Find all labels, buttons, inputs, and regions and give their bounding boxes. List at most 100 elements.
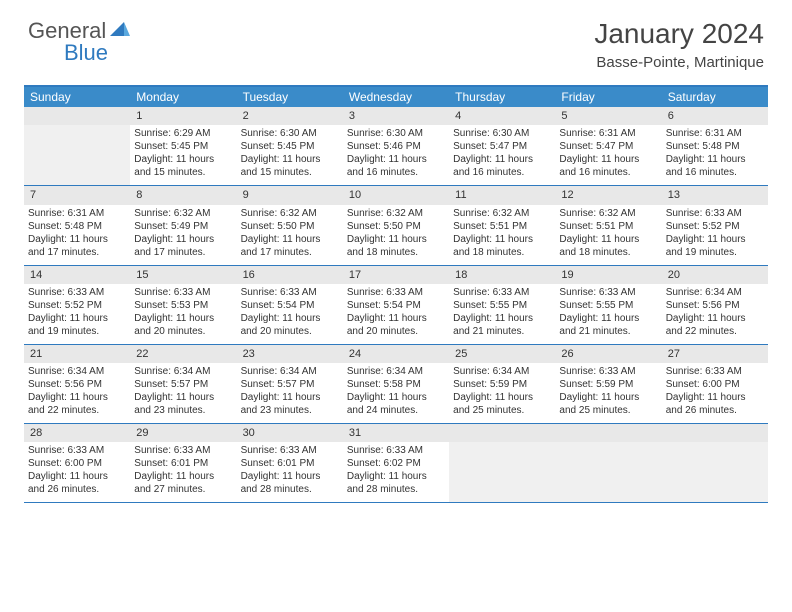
calendar-day-cell: 11Sunrise: 6:32 AMSunset: 5:51 PMDayligh… — [449, 186, 555, 264]
logo-text-blue: Blue — [64, 40, 108, 66]
empty-daynum — [662, 424, 768, 442]
day-number: 7 — [24, 186, 130, 204]
day-number: 27 — [662, 345, 768, 363]
sunrise-text: Sunrise: 6:34 AM — [666, 286, 764, 299]
calendar-day-cell: 1Sunrise: 6:29 AMSunset: 5:45 PMDaylight… — [130, 107, 236, 185]
daylight-text: Daylight: 11 hours and 22 minutes. — [28, 391, 126, 417]
daylight-text: Daylight: 11 hours and 21 minutes. — [453, 312, 551, 338]
day-number: 23 — [237, 345, 343, 363]
day-number: 31 — [343, 424, 449, 442]
calendar-day-header-row: SundayMondayTuesdayWednesdayThursdayFrid… — [24, 87, 768, 107]
sunrise-text: Sunrise: 6:33 AM — [666, 207, 764, 220]
logo-triangle-icon — [110, 20, 130, 43]
calendar-empty-cell — [662, 424, 768, 502]
calendar-day-cell: 27Sunrise: 6:33 AMSunset: 6:00 PMDayligh… — [662, 345, 768, 423]
sunset-text: Sunset: 5:59 PM — [453, 378, 551, 391]
day-number: 21 — [24, 345, 130, 363]
calendar-empty-cell — [555, 424, 661, 502]
daylight-text: Daylight: 11 hours and 20 minutes. — [134, 312, 232, 338]
calendar-day-cell: 17Sunrise: 6:33 AMSunset: 5:54 PMDayligh… — [343, 266, 449, 344]
daylight-text: Daylight: 11 hours and 15 minutes. — [134, 153, 232, 179]
sunset-text: Sunset: 5:45 PM — [134, 140, 232, 153]
daylight-text: Daylight: 11 hours and 22 minutes. — [666, 312, 764, 338]
sunrise-text: Sunrise: 6:31 AM — [559, 127, 657, 140]
sunset-text: Sunset: 5:50 PM — [241, 220, 339, 233]
sunrise-text: Sunrise: 6:33 AM — [134, 286, 232, 299]
empty-daynum — [24, 107, 130, 125]
sunrise-text: Sunrise: 6:30 AM — [241, 127, 339, 140]
calendar-day-cell: 15Sunrise: 6:33 AMSunset: 5:53 PMDayligh… — [130, 266, 236, 344]
day-number: 28 — [24, 424, 130, 442]
day-number: 1 — [130, 107, 236, 125]
daylight-text: Daylight: 11 hours and 19 minutes. — [666, 233, 764, 259]
sunset-text: Sunset: 6:01 PM — [134, 457, 232, 470]
day-number: 6 — [662, 107, 768, 125]
daylight-text: Daylight: 11 hours and 17 minutes. — [28, 233, 126, 259]
calendar-day-cell: 19Sunrise: 6:33 AMSunset: 5:55 PMDayligh… — [555, 266, 661, 344]
sunrise-text: Sunrise: 6:32 AM — [347, 207, 445, 220]
calendar-day-cell: 7Sunrise: 6:31 AMSunset: 5:48 PMDaylight… — [24, 186, 130, 264]
calendar-day-cell: 28Sunrise: 6:33 AMSunset: 6:00 PMDayligh… — [24, 424, 130, 502]
daylight-text: Daylight: 11 hours and 26 minutes. — [28, 470, 126, 496]
daylight-text: Daylight: 11 hours and 20 minutes. — [241, 312, 339, 338]
daylight-text: Daylight: 11 hours and 16 minutes. — [347, 153, 445, 179]
empty-daynum — [555, 424, 661, 442]
sunset-text: Sunset: 5:46 PM — [347, 140, 445, 153]
calendar-week-row: 28Sunrise: 6:33 AMSunset: 6:00 PMDayligh… — [24, 424, 768, 503]
sunrise-text: Sunrise: 6:34 AM — [347, 365, 445, 378]
page-header: General Blue January 2024 Basse-Pointe, … — [0, 0, 792, 79]
sunrise-text: Sunrise: 6:34 AM — [453, 365, 551, 378]
calendar-day-cell: 9Sunrise: 6:32 AMSunset: 5:50 PMDaylight… — [237, 186, 343, 264]
daylight-text: Daylight: 11 hours and 16 minutes. — [666, 153, 764, 179]
sunrise-text: Sunrise: 6:33 AM — [666, 365, 764, 378]
sunset-text: Sunset: 5:49 PM — [134, 220, 232, 233]
sunset-text: Sunset: 5:55 PM — [453, 299, 551, 312]
calendar-day-cell: 12Sunrise: 6:32 AMSunset: 5:51 PMDayligh… — [555, 186, 661, 264]
day-number: 3 — [343, 107, 449, 125]
calendar-week-row: 14Sunrise: 6:33 AMSunset: 5:52 PMDayligh… — [24, 266, 768, 345]
sunrise-text: Sunrise: 6:33 AM — [134, 444, 232, 457]
sunrise-text: Sunrise: 6:33 AM — [28, 286, 126, 299]
calendar-day-cell: 20Sunrise: 6:34 AMSunset: 5:56 PMDayligh… — [662, 266, 768, 344]
sunset-text: Sunset: 5:52 PM — [666, 220, 764, 233]
title-block: January 2024 Basse-Pointe, Martinique — [594, 18, 764, 71]
calendar-day-cell: 2Sunrise: 6:30 AMSunset: 5:45 PMDaylight… — [237, 107, 343, 185]
calendar-day-cell: 3 Sunrise: 6:30 AMSunset: 5:46 PMDaylight… — [343, 107, 449, 185]
day-number: 2 — [237, 107, 343, 125]
sunset-text: Sunset: 5:57 PM — [241, 378, 339, 391]
calendar-day-cell: 23Sunrise: 6:34 AMSunset: 5:57 PMDayligh… — [237, 345, 343, 423]
day-header-cell: Monday — [130, 87, 236, 107]
sunset-text: Sunset: 5:56 PM — [28, 378, 126, 391]
sunrise-text: Sunrise: 6:33 AM — [241, 444, 339, 457]
sunrise-text: Sunrise: 6:31 AM — [666, 127, 764, 140]
calendar-day-cell: 18Sunrise: 6:33 AMSunset: 5:55 PMDayligh… — [449, 266, 555, 344]
calendar-day-cell: 13 Sunrise: 6:33 AMSunset: 5:52 PMDayligh… — [662, 186, 768, 264]
sunrise-text: Sunrise: 6:34 AM — [134, 365, 232, 378]
sunrise-text: Sunrise: 6:30 AM — [347, 127, 445, 140]
daylight-text: Daylight: 11 hours and 20 minutes. — [347, 312, 445, 338]
day-number: 10 — [343, 186, 449, 204]
day-number: 18 — [449, 266, 555, 284]
day-number: 30 — [237, 424, 343, 442]
calendar-week-row: 1Sunrise: 6:29 AMSunset: 5:45 PMDaylight… — [24, 107, 768, 186]
day-number: 26 — [555, 345, 661, 363]
calendar-week-row: 7Sunrise: 6:31 AMSunset: 5:48 PMDaylight… — [24, 186, 768, 265]
daylight-text: Daylight: 11 hours and 21 minutes. — [559, 312, 657, 338]
calendar-day-cell: 26Sunrise: 6:33 AMSunset: 5:59 PMDayligh… — [555, 345, 661, 423]
day-number: 4 — [449, 107, 555, 125]
day-header-cell: Friday — [555, 87, 661, 107]
daylight-text: Daylight: 11 hours and 18 minutes. — [453, 233, 551, 259]
calendar-day-cell: 31Sunrise: 6:33 AMSunset: 6:02 PMDayligh… — [343, 424, 449, 502]
calendar-day-cell: 5Sunrise: 6:31 AMSunset: 5:47 PMDaylight… — [555, 107, 661, 185]
daylight-text: Daylight: 11 hours and 18 minutes. — [347, 233, 445, 259]
calendar-empty-cell — [449, 424, 555, 502]
calendar: SundayMondayTuesdayWednesdayThursdayFrid… — [24, 85, 768, 503]
daylight-text: Daylight: 11 hours and 18 minutes. — [559, 233, 657, 259]
day-number: 13 — [662, 186, 768, 204]
daylight-text: Daylight: 11 hours and 28 minutes. — [347, 470, 445, 496]
daylight-text: Daylight: 11 hours and 24 minutes. — [347, 391, 445, 417]
sunset-text: Sunset: 5:50 PM — [347, 220, 445, 233]
day-header-cell: Saturday — [662, 87, 768, 107]
sunset-text: Sunset: 5:51 PM — [559, 220, 657, 233]
sunrise-text: Sunrise: 6:33 AM — [559, 365, 657, 378]
